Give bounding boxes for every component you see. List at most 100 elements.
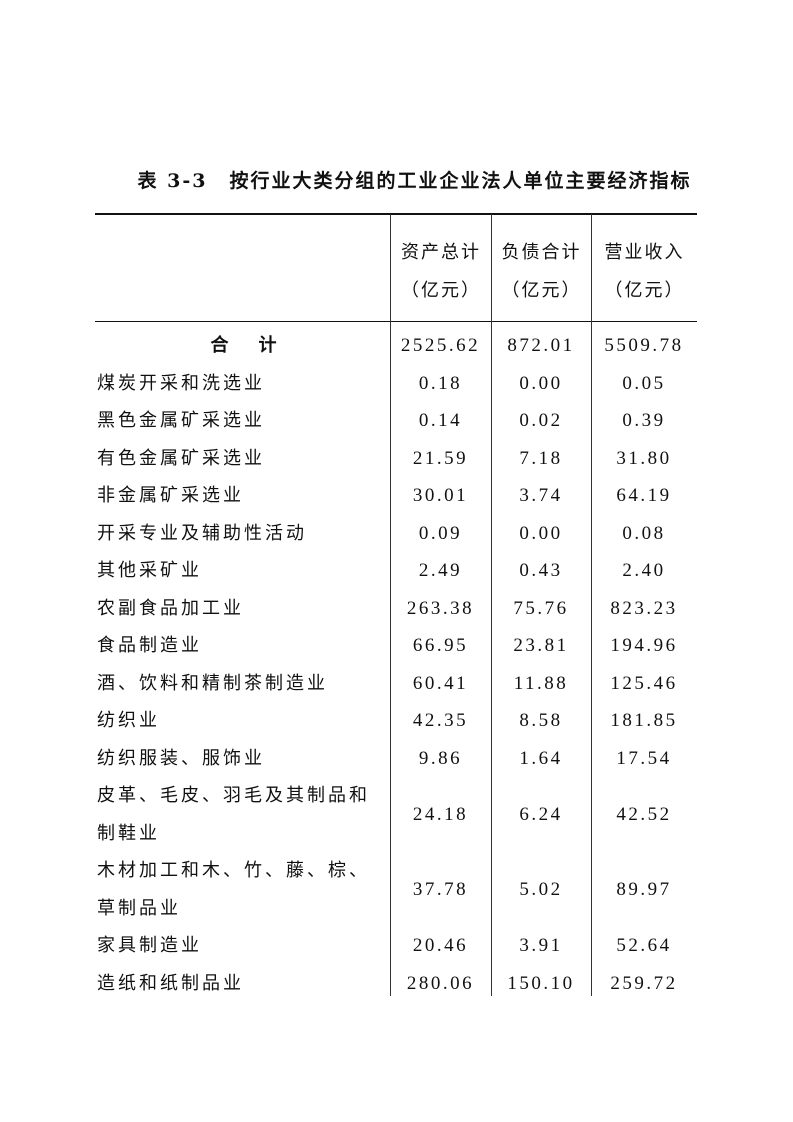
row-label: 木材加工和木、竹、藤、棕、草制品业 [97,860,370,919]
table-row: 木材加工和木、竹、藤、棕、草制品业 37.78 5.02 89.97 [95,852,697,927]
cell-liabilities: 7.18 [519,447,563,469]
row-label: 有色金属矿采选业 [97,447,265,469]
row-label: 煤炭开采和洗选业 [97,372,265,394]
table-row: 有色金属矿采选业 21.59 7.18 31.80 [95,440,697,478]
cell-revenue: 52.64 [616,935,672,956]
cell-liabilities: 0.43 [519,560,563,581]
cell-assets: 2525.62 [400,335,481,356]
table-row: 家具制造业 20.46 3.91 52.64 [95,927,697,965]
cell-revenue: 0.39 [622,410,666,431]
cell-liabilities: 6.24 [519,803,563,825]
row-label-part: 计 [258,335,277,356]
cell-liabilities: 23.81 [513,635,569,656]
row-label: 皮革、毛皮、羽毛及其制品和制鞋业 [97,785,370,844]
column-divider [390,214,391,996]
cell-revenue: 125.46 [610,672,678,694]
row-label: 造纸和纸制品业 [97,972,244,994]
column-header-revenue: 营业收入 （亿元） [592,234,697,310]
row-label-part: 合 [210,335,229,356]
cell-revenue: 259.72 [610,972,678,994]
column-name: 营业收入 [604,242,685,263]
row-label: 非金属矿采选业 [97,485,244,506]
cell-revenue: 194.96 [610,635,678,656]
column-divider [591,214,592,996]
cell-revenue: 0.08 [622,522,666,544]
table-row-total: 合计 2525.62 872.01 5509.78 [95,327,697,365]
cell-assets: 66.95 [412,635,469,656]
column-unit: （亿元） [401,280,481,301]
cell-assets: 9.86 [418,747,463,769]
column-unit: （亿元） [501,280,582,301]
table-row: 造纸和纸制品业 280.06 150.10 259.72 [95,965,697,1003]
table-body: 合计 2525.62 872.01 5509.78 煤炭开采和洗选业 0.18 0.… [95,327,697,1002]
cell-assets: 2.49 [418,560,463,581]
row-label: 家具制造业 [97,935,202,956]
row-label: 酒、饮料和精制茶制造业 [97,672,328,694]
table-row: 开采专业及辅助性活动 0.09 0.00 0.08 [95,515,697,553]
cell-assets: 21.59 [412,447,469,469]
cell-assets: 20.46 [412,935,469,956]
column-header-liabilities: 负债合计 （亿元） [492,234,591,310]
column-header-assets: 资产总计 （亿元） [391,234,491,310]
cell-assets: 42.35 [412,710,469,731]
header-rule [95,321,697,322]
cell-assets: 0.09 [418,522,463,544]
cell-assets: 0.14 [418,410,463,431]
column-divider [491,214,492,996]
column-unit: （亿元） [604,280,685,301]
table-number: 表 3-3 [137,170,208,192]
row-label: 开采专业及辅助性活动 [97,522,307,544]
table-row: 农副食品加工业 263.38 75.76 823.23 [95,590,697,628]
cell-liabilities: 8.58 [519,710,563,731]
cell-revenue: 181.85 [610,710,678,731]
top-rule [95,213,697,215]
cell-liabilities: 1.64 [519,747,563,769]
table-row: 皮革、毛皮、羽毛及其制品和制鞋业 24.18 6.24 42.52 [95,777,697,852]
cell-revenue: 0.05 [622,372,666,394]
row-label: 纺织业 [97,710,160,731]
table-row: 黑色金属矿采选业 0.14 0.02 0.39 [95,402,697,440]
cell-assets: 280.06 [406,972,475,994]
table-row: 非金属矿采选业 30.01 3.74 64.19 [95,477,697,515]
cell-revenue: 89.97 [616,878,672,900]
cell-liabilities: 5.02 [519,878,563,900]
cell-liabilities: 11.88 [513,672,569,694]
table-row: 纺织服装、服饰业 9.86 1.64 17.54 [95,740,697,778]
row-label: 农副食品加工业 [97,597,244,619]
table-title: 表 3-3 按行业大类分组的工业企业法人单位主要经济指标 [0,166,793,193]
cell-liabilities: 872.01 [507,335,575,356]
table-row: 纺织业 42.35 8.58 181.85 [95,702,697,740]
cell-liabilities: 75.76 [513,597,569,619]
row-label: 其他采矿业 [97,560,202,581]
cell-liabilities: 3.91 [519,935,563,956]
cell-liabilities: 0.00 [519,522,563,544]
row-label: 合计 [95,327,390,365]
table-row: 酒、饮料和精制茶制造业 60.41 11.88 125.46 [95,665,697,703]
column-name: 资产总计 [401,242,481,263]
table-title-text: 按行业大类分组的工业企业法人单位主要经济指标 [229,170,692,192]
cell-revenue: 823.23 [610,597,678,619]
cell-revenue: 64.19 [616,485,672,506]
row-label: 食品制造业 [97,635,202,656]
cell-liabilities: 0.00 [519,372,563,394]
cell-assets: 30.01 [412,485,469,506]
cell-revenue: 42.52 [616,803,672,825]
cell-assets: 60.41 [412,672,469,694]
cell-revenue: 5509.78 [604,335,684,356]
row-label: 黑色金属矿采选业 [97,410,265,431]
table-row: 食品制造业 66.95 23.81 194.96 [95,627,697,665]
cell-assets: 0.18 [418,372,463,394]
cell-revenue: 2.40 [622,560,666,581]
table-row: 其他采矿业 2.49 0.43 2.40 [95,552,697,590]
table-row: 煤炭开采和洗选业 0.18 0.00 0.05 [95,365,697,403]
cell-assets: 24.18 [412,803,469,825]
cell-assets: 37.78 [412,878,469,900]
cell-liabilities: 150.10 [507,972,575,994]
cell-liabilities: 0.02 [519,410,563,431]
row-label: 纺织服装、服饰业 [97,747,265,769]
cell-revenue: 17.54 [616,747,672,769]
cell-liabilities: 3.74 [519,485,563,506]
column-name: 负债合计 [501,242,582,263]
cell-assets: 263.38 [406,597,475,619]
cell-revenue: 31.80 [616,447,672,469]
